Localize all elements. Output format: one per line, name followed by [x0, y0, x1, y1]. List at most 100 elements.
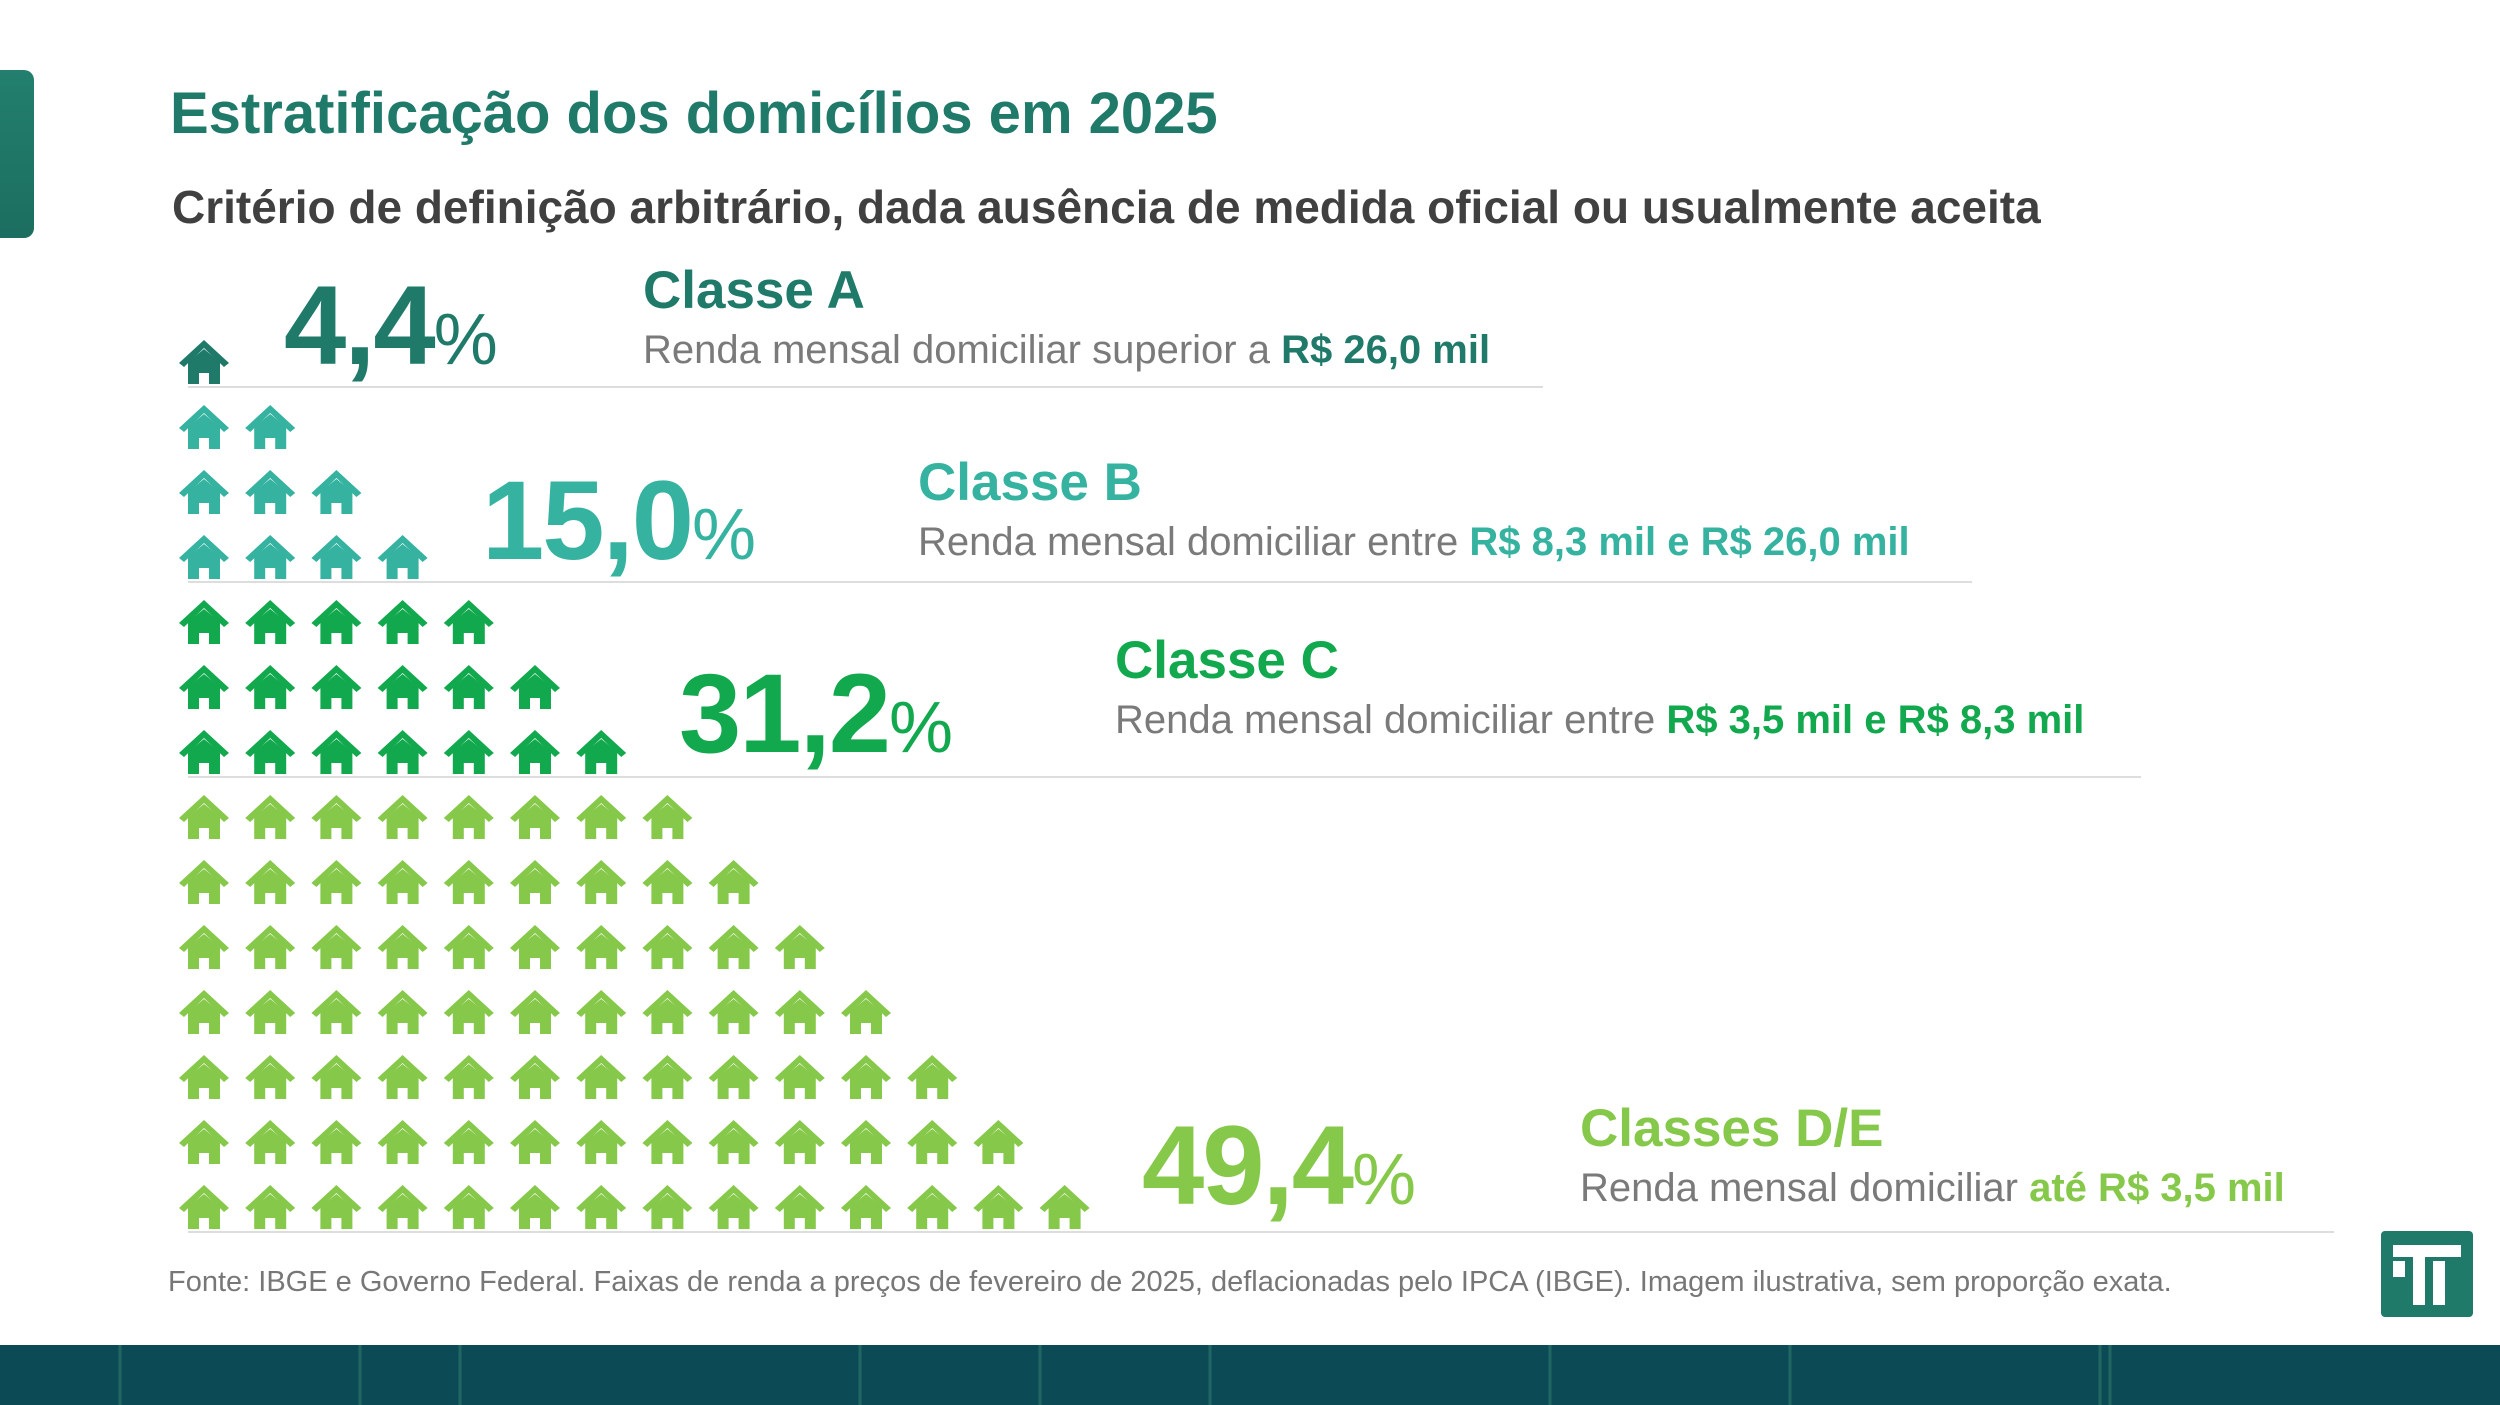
house-icon: [774, 990, 825, 1034]
house-icon: [245, 535, 296, 579]
house-icon: [510, 1120, 560, 1164]
house-icon: [179, 1120, 229, 1164]
house-icon: [245, 1120, 296, 1164]
percent-value: 49,4: [1142, 1103, 1354, 1228]
percent-classe-b: 15,0%: [482, 465, 756, 577]
house-icon: [642, 1185, 693, 1229]
house-icon: [311, 795, 362, 839]
house-icon: [179, 990, 229, 1034]
house-icon: [510, 1185, 560, 1229]
house-icon: [377, 860, 428, 904]
house-icon: [179, 925, 229, 969]
label-classe-b: Classe B Renda mensal domiciliar entre R…: [918, 453, 1910, 566]
class-description: Renda mensal domiciliar até R$ 3,5 mil: [1580, 1166, 2285, 1211]
house-icon: [510, 665, 560, 709]
house-icon: [841, 1120, 891, 1164]
house-icon: [245, 1185, 296, 1229]
house-icon: [377, 990, 428, 1034]
class-description: Renda mensal domiciliar entre R$ 3,5 mil…: [1115, 698, 2085, 743]
percent-sign: %: [1351, 1140, 1417, 1220]
house-icon: [907, 1120, 958, 1164]
income-range: R$ 3,5 mil e R$ 8,3 mil: [1666, 698, 2085, 743]
house-icon: [377, 1055, 428, 1099]
house-icon: [576, 1120, 627, 1164]
house-icon: [973, 1120, 1024, 1164]
house-icon: [179, 730, 229, 774]
house-icon: [642, 990, 693, 1034]
house-icon: [510, 925, 560, 969]
house-icon: [377, 1120, 428, 1164]
house-icon: [642, 860, 693, 904]
house-icon: [576, 795, 627, 839]
house-icon: [708, 990, 759, 1034]
house-icon: [443, 990, 494, 1034]
house-icon: [576, 860, 627, 904]
income-range: até R$ 3,5 mil: [2029, 1166, 2285, 1211]
house-icon: [642, 795, 693, 839]
side-accent-tab: [0, 70, 34, 238]
house-icon: [510, 730, 560, 774]
house-icon: [443, 1120, 494, 1164]
income-range: R$ 26,0 mil: [1281, 328, 1491, 373]
label-classe-c: Classe C Renda mensal domiciliar entre R…: [1115, 631, 2085, 744]
house-icon: [576, 1185, 627, 1229]
house-icon: [774, 1185, 825, 1229]
house-icon: [245, 925, 296, 969]
house-icon: [179, 665, 229, 709]
house-icon: [179, 600, 229, 644]
house-icon: [179, 470, 229, 514]
house-icon: [311, 665, 362, 709]
house-icon: [576, 730, 627, 774]
house-icon: [1039, 1185, 1090, 1229]
label-classe-a: Classe A Renda mensal domiciliar superio…: [643, 261, 1491, 374]
house-icon: [841, 1055, 891, 1099]
house-icon: [245, 795, 296, 839]
house-icon: [245, 665, 296, 709]
house-icon: [311, 1120, 362, 1164]
class-name: Classe C: [1115, 631, 1339, 690]
house-icon: [311, 990, 362, 1034]
income-range: R$ 8,3 mil e R$ 26,0 mil: [1469, 520, 1910, 565]
class-name: Classe B: [918, 453, 1142, 512]
house-icon: [510, 1055, 560, 1099]
house-icon: [311, 470, 362, 514]
house-icon: [443, 1185, 494, 1229]
house-icon: [245, 405, 296, 449]
house-icon: [179, 1185, 229, 1229]
page-subtitle: Critério de definição arbitrário, dada a…: [172, 181, 2041, 233]
house-icon: [377, 600, 428, 644]
percent-classe-c: 31,2%: [679, 658, 953, 770]
house-icon: [708, 925, 759, 969]
house-icon: [576, 925, 627, 969]
percent-value: 4,4: [284, 263, 436, 388]
house-icon: [377, 925, 428, 969]
house-icon: [179, 795, 229, 839]
house-icon: [245, 730, 296, 774]
house-icon: [311, 1055, 362, 1099]
house-icon: [907, 1055, 958, 1099]
house-icon: [576, 1055, 627, 1099]
page-title: Estratificação dos domicílios em 2025: [170, 81, 1218, 146]
house-icon: [311, 860, 362, 904]
house-icon: [245, 470, 296, 514]
house-icon: [377, 665, 428, 709]
class-description: Renda mensal domiciliar entre R$ 8,3 mil…: [918, 520, 1910, 565]
percent-sign: %: [888, 688, 954, 768]
house-icon: [973, 1185, 1024, 1229]
house-icon: [179, 860, 229, 904]
percent-classes-de: 49,4%: [1142, 1110, 1416, 1222]
percent-value: 15,0: [482, 458, 694, 583]
class-name: Classe A: [643, 261, 865, 320]
source-note: Fonte: IBGE e Governo Federal. Faixas de…: [168, 1266, 2172, 1298]
house-icon: [642, 925, 693, 969]
house-icon: [443, 925, 494, 969]
house-icon: [377, 535, 428, 579]
household-pictogram-chart: [179, 340, 2334, 1233]
house-icon: [443, 795, 494, 839]
house-icon: [311, 925, 362, 969]
house-icon: [708, 1120, 759, 1164]
house-icon: [708, 860, 759, 904]
house-icon: [443, 1055, 494, 1099]
house-icon: [841, 990, 891, 1034]
house-icon: [443, 730, 494, 774]
